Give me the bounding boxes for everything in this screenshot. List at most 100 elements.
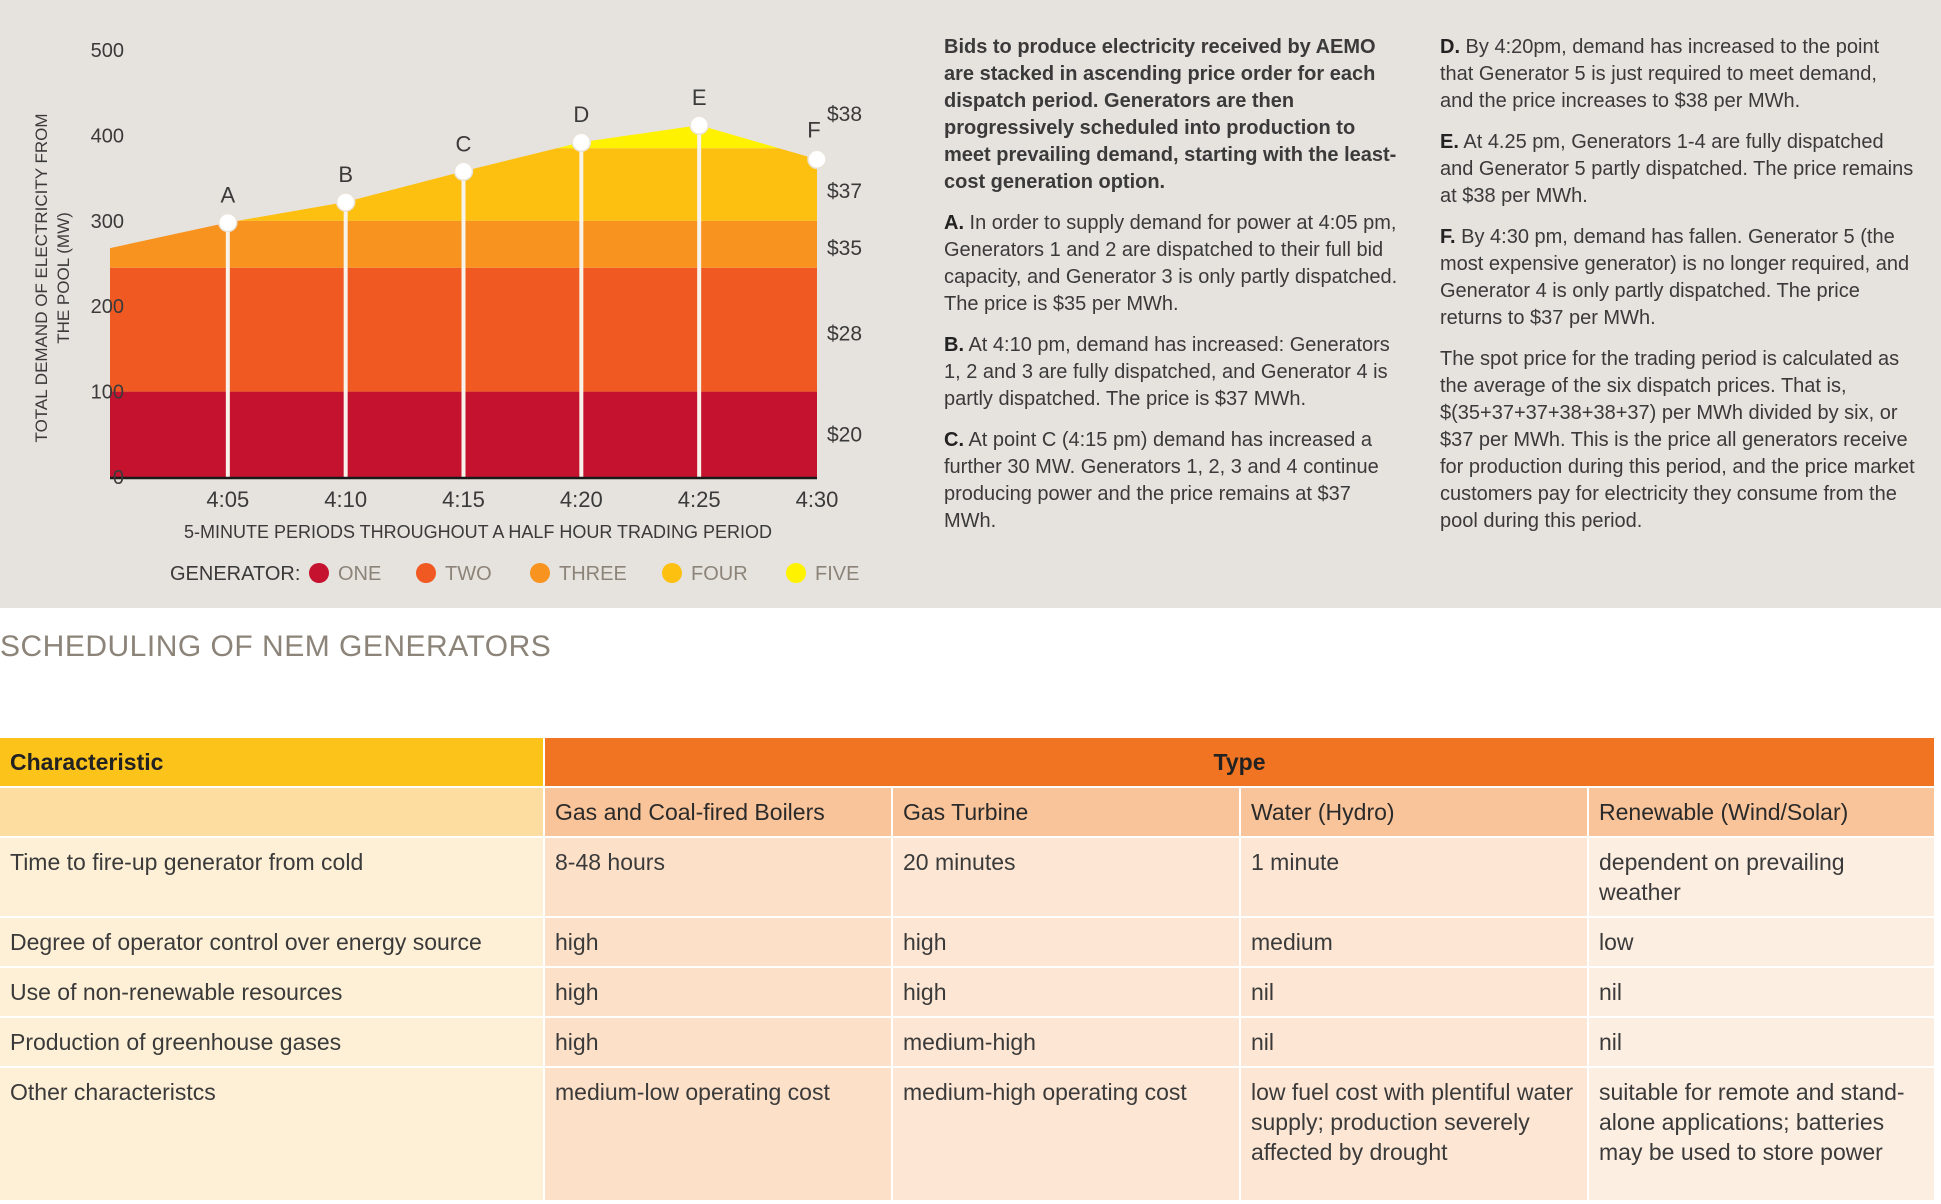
column-header: Gas Turbine [892, 787, 1241, 838]
table-cell: medium-high [892, 1017, 1241, 1068]
note-label: D. [1440, 36, 1460, 58]
explanation-column-1: Bids to produce electricity received by … [944, 34, 1404, 549]
table-cell: high [544, 967, 893, 1018]
note-label: C. [944, 429, 964, 451]
legend-label-one: ONE [338, 563, 381, 585]
row-label: Time to fire-up generator from cold [0, 837, 545, 918]
note-d: D. By 4:20pm, demand has increased to th… [1440, 34, 1915, 115]
legend-swatch-five [786, 563, 806, 583]
note-label: E. [1440, 131, 1459, 153]
table-cell: low [1588, 917, 1937, 968]
x-tick-label: 4:20 [560, 487, 603, 512]
dispatch-point-e [689, 115, 709, 135]
legend-swatch-four [662, 563, 682, 583]
table-cell: low fuel cost with plentiful water suppl… [1240, 1067, 1589, 1202]
point-label-e: E [692, 85, 707, 110]
legend-swatch-one [309, 563, 329, 583]
note-body: In order to supply demand for power at 4… [944, 212, 1398, 315]
table-cell: dependent on prevailing weather [1588, 837, 1937, 918]
column-header: Gas and Coal-fired Boilers [544, 787, 893, 838]
y-axis-title-line: TOTAL DEMAND OF ELECTRICITY FROM [32, 113, 51, 442]
table-cell: medium [1240, 917, 1589, 968]
price-label: $28 [827, 323, 862, 346]
table-cell: high [544, 917, 893, 968]
table-cell: 1 minute [1240, 837, 1589, 918]
column-header: Renewable (Wind/Solar) [1588, 787, 1937, 838]
row-label: Degree of operator control over energy s… [0, 917, 545, 968]
note-label: F. [1440, 226, 1456, 248]
section-title: SCHEDULING OF NEM GENERATORS [0, 630, 552, 663]
table-row: Degree of operator control over energy s… [0, 917, 1937, 968]
table-cell: nil [1588, 1017, 1937, 1068]
y-tick-label: 400 [91, 125, 124, 147]
point-label-c: C [456, 131, 472, 156]
dispatch-point-d [571, 132, 592, 152]
dispatch-point-f [807, 149, 827, 170]
x-tick-label: 4:10 [324, 487, 367, 512]
y-tick-label: 300 [91, 211, 124, 233]
generator-characteristics-table: Characteristic Type Gas and Coal-fired B… [0, 738, 1937, 1202]
point-label-d: D [573, 102, 589, 127]
table-cell: medium-low operating cost [544, 1067, 893, 1202]
legend-title: GENERATOR: [170, 563, 300, 585]
table-cell: nil [1240, 967, 1589, 1018]
note-body: At 4:10 pm, demand has increased: Genera… [944, 334, 1390, 410]
point-label-b: B [338, 162, 353, 187]
price-label: $38 [827, 103, 862, 126]
price-label: $37 [827, 180, 862, 203]
y-axis-title: TOTAL DEMAND OF ELECTRICITY FROM THE POOL… [32, 113, 73, 442]
dispatch-point-a [218, 212, 238, 233]
note-body: By 4:20pm, demand has increased to the p… [1440, 36, 1880, 112]
price-label: $35 [827, 237, 862, 260]
table-cell: high [892, 917, 1241, 968]
table-cell: high [544, 1017, 893, 1068]
note-f: F. By 4:30 pm, demand has fallen. Genera… [1440, 224, 1915, 332]
table-row: Production of greenhouse gases high medi… [0, 1017, 1937, 1068]
note-b: B. At 4:10 pm, demand has increased: Gen… [944, 332, 1404, 413]
row-label: Production of greenhouse gases [0, 1017, 545, 1068]
note-body: By 4:30 pm, demand has fallen. Generator… [1440, 226, 1910, 329]
y-tick-label: 0 [113, 467, 124, 489]
note-a: A. In order to supply demand for power a… [944, 210, 1404, 318]
table-cell: 8-48 hours [544, 837, 893, 918]
table-cell: high [892, 967, 1241, 1018]
subheader-blank [0, 787, 545, 838]
chart-labels: A B C D E F $38 $37 $35 $28 $20 [220, 85, 862, 446]
legend-label-three: THREE [559, 563, 627, 585]
type-header: Type [544, 738, 1937, 788]
note-c: C. At point C (4:15 pm) demand has incre… [944, 427, 1404, 535]
legend-label-two: TWO [445, 563, 492, 585]
y-tick-label: 500 [91, 40, 124, 62]
y-tick-label: 200 [91, 296, 124, 318]
intro-paragraph: Bids to produce electricity received by … [944, 36, 1397, 193]
note-body: At point C (4:15 pm) demand has increase… [944, 429, 1379, 532]
x-tick-label: 4:25 [678, 487, 721, 512]
table-cell: medium-high operating cost [892, 1067, 1241, 1202]
price-label: $20 [827, 423, 862, 446]
table-row: Use of non-renewable resources high high… [0, 967, 1937, 1018]
table-cell: nil [1588, 967, 1937, 1018]
x-axis-title: 5-MINUTE PERIODS THROUGHOUT A HALF HOUR … [184, 522, 772, 542]
dispatch-point-c [453, 161, 474, 182]
chart-legend: GENERATOR: ONE TWO THREE FOUR FIVE [170, 563, 859, 585]
dispatch-point-b [335, 192, 356, 212]
point-label-a: A [220, 183, 235, 208]
characteristic-header: Characteristic [0, 738, 545, 788]
note-label: A. [944, 212, 964, 234]
conclusion-paragraph: The spot price for the trading period is… [1440, 348, 1915, 532]
table-row: Other characteristcs medium-low operatin… [0, 1067, 1937, 1202]
table-cell: nil [1240, 1017, 1589, 1068]
x-tick-label: 4:05 [206, 487, 249, 512]
table-cell: 20 minutes [892, 837, 1241, 918]
note-label: B. [944, 334, 964, 356]
x-tick-label: 4:30 [796, 487, 839, 512]
table-cell: suitable for remote and stand-alone appl… [1588, 1067, 1937, 1202]
y-axis-title-line: THE POOL (MW) [54, 212, 73, 344]
dispatch-stems [218, 115, 827, 477]
y-tick-label: 100 [91, 382, 124, 404]
x-tick-label: 4:15 [442, 487, 485, 512]
legend-label-four: FOUR [691, 563, 748, 585]
note-body: At 4.25 pm, Generators 1-4 are fully dis… [1440, 131, 1914, 207]
column-header: Water (Hydro) [1240, 787, 1589, 838]
legend-swatch-three [530, 563, 550, 583]
